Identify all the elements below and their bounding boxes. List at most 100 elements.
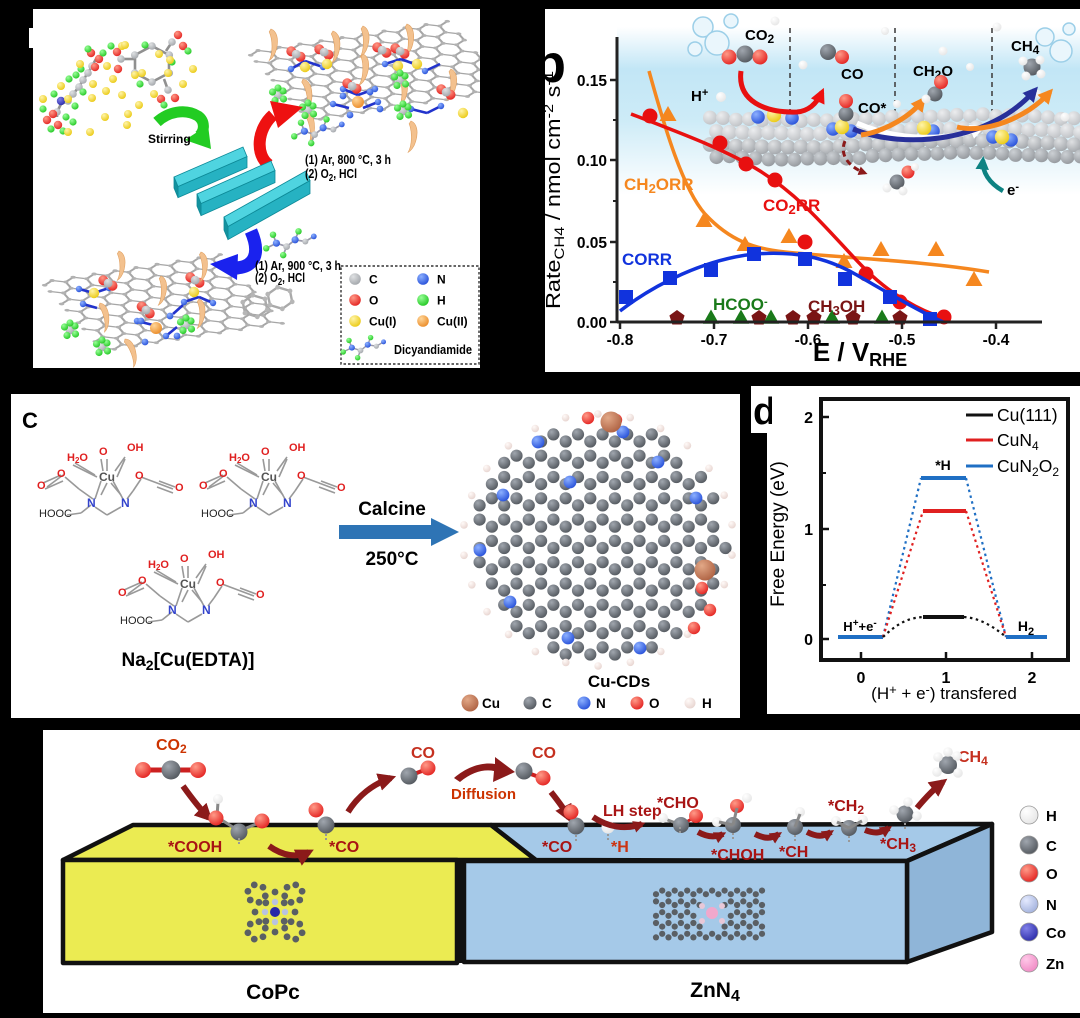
svg-text:OH: OH: [289, 442, 306, 454]
svg-text:H: H: [702, 696, 712, 711]
svg-text:CO*: CO*: [858, 100, 887, 117]
svg-text:O: O: [261, 446, 270, 458]
svg-text:HOOC: HOOC: [39, 508, 72, 520]
svg-text:O: O: [297, 470, 306, 482]
svg-text:CuN4: CuN4: [997, 430, 1039, 453]
svg-text:0: 0: [804, 632, 813, 649]
svg-text:2: 2: [1028, 670, 1037, 687]
svg-text:CO: CO: [411, 745, 435, 762]
svg-text:*CO: *CO: [329, 839, 359, 856]
svg-text:O: O: [1046, 866, 1058, 883]
svg-text:b: b: [545, 34, 566, 94]
svg-text:N: N: [121, 496, 130, 510]
svg-text:N: N: [596, 696, 606, 711]
svg-text:*CO: *CO: [542, 839, 572, 856]
svg-text:N: N: [202, 603, 211, 617]
svg-text:-0.4: -0.4: [983, 332, 1010, 349]
svg-text:CH3OH: CH3OH: [808, 297, 865, 318]
svg-text:Free Energy (eV): Free Energy (eV): [768, 461, 789, 607]
svg-text:N: N: [1046, 897, 1057, 914]
svg-text:O: O: [99, 446, 108, 458]
svg-text:0.00: 0.00: [577, 315, 607, 332]
svg-text:LH step: LH step: [603, 803, 662, 820]
svg-text:C: C: [1046, 838, 1057, 855]
svg-text:H2O: H2O: [229, 452, 250, 465]
svg-text:O: O: [337, 482, 346, 494]
svg-text:Diffusion: Diffusion: [451, 786, 516, 803]
svg-text:Cu(111): Cu(111): [997, 405, 1058, 425]
svg-text:O: O: [369, 294, 378, 308]
svg-text:-0.5: -0.5: [889, 332, 916, 349]
svg-text:CH2ORR: CH2ORR: [624, 175, 694, 196]
svg-text:*H: *H: [611, 839, 629, 856]
svg-text:CO: CO: [532, 745, 556, 762]
svg-text:(H+ + e-) transfered: (H+ + e-) transfered: [871, 682, 1017, 703]
svg-text:HOOC: HOOC: [201, 508, 234, 520]
svg-text:O: O: [175, 482, 184, 494]
svg-text:N: N: [168, 603, 177, 617]
svg-text:OH: OH: [208, 549, 225, 561]
svg-text:H2O: H2O: [148, 559, 169, 572]
svg-text:O: O: [216, 577, 225, 589]
svg-text:CoPc: CoPc: [246, 981, 300, 1004]
svg-text:O: O: [256, 589, 265, 601]
svg-text:Na2[Cu(EDTA)]: Na2[Cu(EDTA)]: [121, 650, 254, 673]
svg-text:-0.7: -0.7: [701, 332, 728, 349]
svg-text:*CHO: *CHO: [657, 795, 699, 812]
svg-text:N: N: [249, 496, 258, 510]
svg-text:N: N: [87, 496, 96, 510]
svg-text:Stirring: Stirring: [148, 132, 191, 146]
svg-text:HOOC: HOOC: [120, 615, 153, 627]
svg-text:*H: *H: [935, 457, 951, 473]
svg-text:Zn: Zn: [1046, 956, 1064, 973]
svg-text:*COOH: *COOH: [168, 839, 222, 856]
svg-text:*CHOH: *CHOH: [711, 847, 764, 864]
svg-text:0: 0: [857, 670, 866, 687]
svg-text:HCOO-: HCOO-: [713, 295, 768, 314]
svg-text:O: O: [135, 470, 144, 482]
svg-text:H: H: [437, 294, 446, 308]
svg-text:Cu: Cu: [99, 470, 115, 484]
svg-text:O: O: [649, 696, 660, 711]
svg-text:H++e-: H++e-: [843, 618, 876, 634]
svg-text:C: C: [22, 408, 38, 433]
svg-text:CORR: CORR: [622, 250, 672, 269]
svg-text:N: N: [437, 273, 446, 287]
svg-text:H: H: [1046, 808, 1057, 825]
svg-text:250°C: 250°C: [365, 549, 418, 570]
svg-text:d: d: [753, 391, 772, 433]
svg-text:Calcine: Calcine: [358, 499, 426, 520]
svg-text:Cu-CDs: Cu-CDs: [588, 672, 650, 691]
svg-text:1: 1: [804, 522, 813, 539]
svg-text:Dicyandiamide: Dicyandiamide: [394, 343, 472, 357]
svg-text:(2) O2, HCl: (2) O2, HCl: [305, 166, 357, 184]
svg-text:-0.8: -0.8: [607, 332, 634, 349]
svg-text:*CH: *CH: [779, 844, 808, 861]
svg-text:O: O: [199, 480, 208, 492]
svg-text:2: 2: [804, 410, 813, 427]
svg-text:OH: OH: [127, 442, 144, 454]
svg-text:O: O: [118, 587, 127, 599]
svg-text:CO2: CO2: [156, 737, 187, 756]
svg-text:O: O: [37, 480, 46, 492]
svg-text:e-: e-: [1007, 181, 1019, 199]
svg-text:Cu: Cu: [180, 577, 196, 591]
svg-text:O: O: [138, 575, 147, 587]
svg-text:CuN2O2: CuN2O2: [997, 456, 1059, 479]
svg-text:CO: CO: [841, 66, 864, 83]
svg-text:CO2RR: CO2RR: [763, 196, 820, 217]
svg-text:ZnN4: ZnN4: [690, 979, 740, 1005]
svg-text:0.05: 0.05: [577, 235, 608, 252]
svg-text:0.10: 0.10: [577, 153, 607, 170]
svg-text:O: O: [57, 468, 66, 480]
svg-text:Cu: Cu: [261, 470, 277, 484]
svg-text:O: O: [219, 468, 228, 480]
svg-text:RateCH4 / nmol cm-2 s-1: RateCH4 / nmol cm-2 s-1: [545, 71, 567, 309]
svg-text:Co: Co: [1046, 925, 1066, 942]
svg-text:Cu(I): Cu(I): [369, 315, 396, 329]
svg-text:0.15: 0.15: [577, 73, 608, 90]
svg-text:(1) Ar, 800 °C, 3 h: (1) Ar, 800 °C, 3 h: [305, 152, 391, 167]
svg-text:C: C: [542, 696, 552, 711]
svg-text:C: C: [369, 273, 378, 287]
svg-text:O: O: [180, 553, 189, 565]
